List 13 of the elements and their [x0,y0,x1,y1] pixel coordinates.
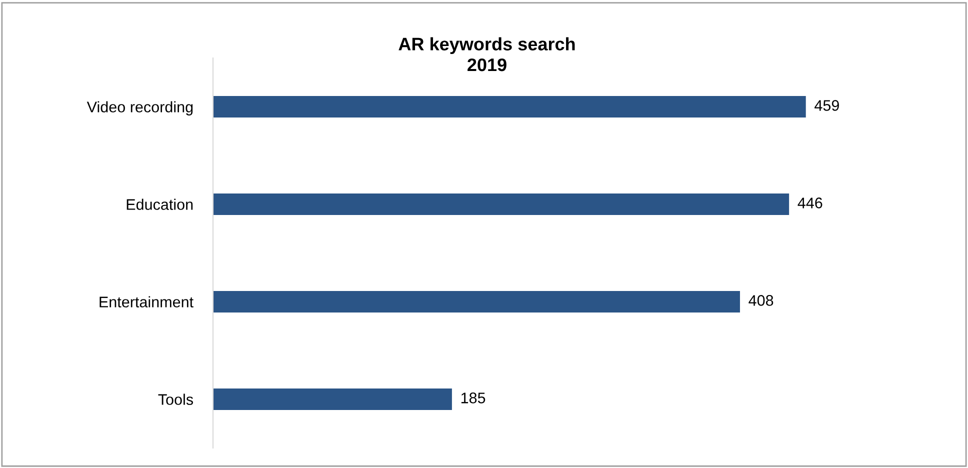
data-label: 408 [748,295,774,306]
chart-title: AR keywords search 2019 [398,37,575,72]
bar [213,96,806,118]
y-tick-label: Tools [158,394,194,405]
y-tick-label: Education [126,198,193,210]
bar [213,291,740,312]
bar [213,388,452,410]
y-tick-label: Video recording [86,101,193,116]
bar [213,194,790,215]
data-label: 185 [461,392,486,404]
data-label: 459 [814,100,839,111]
data-label: 446 [798,198,822,208]
y-tick-label: Entertainment [100,296,194,308]
